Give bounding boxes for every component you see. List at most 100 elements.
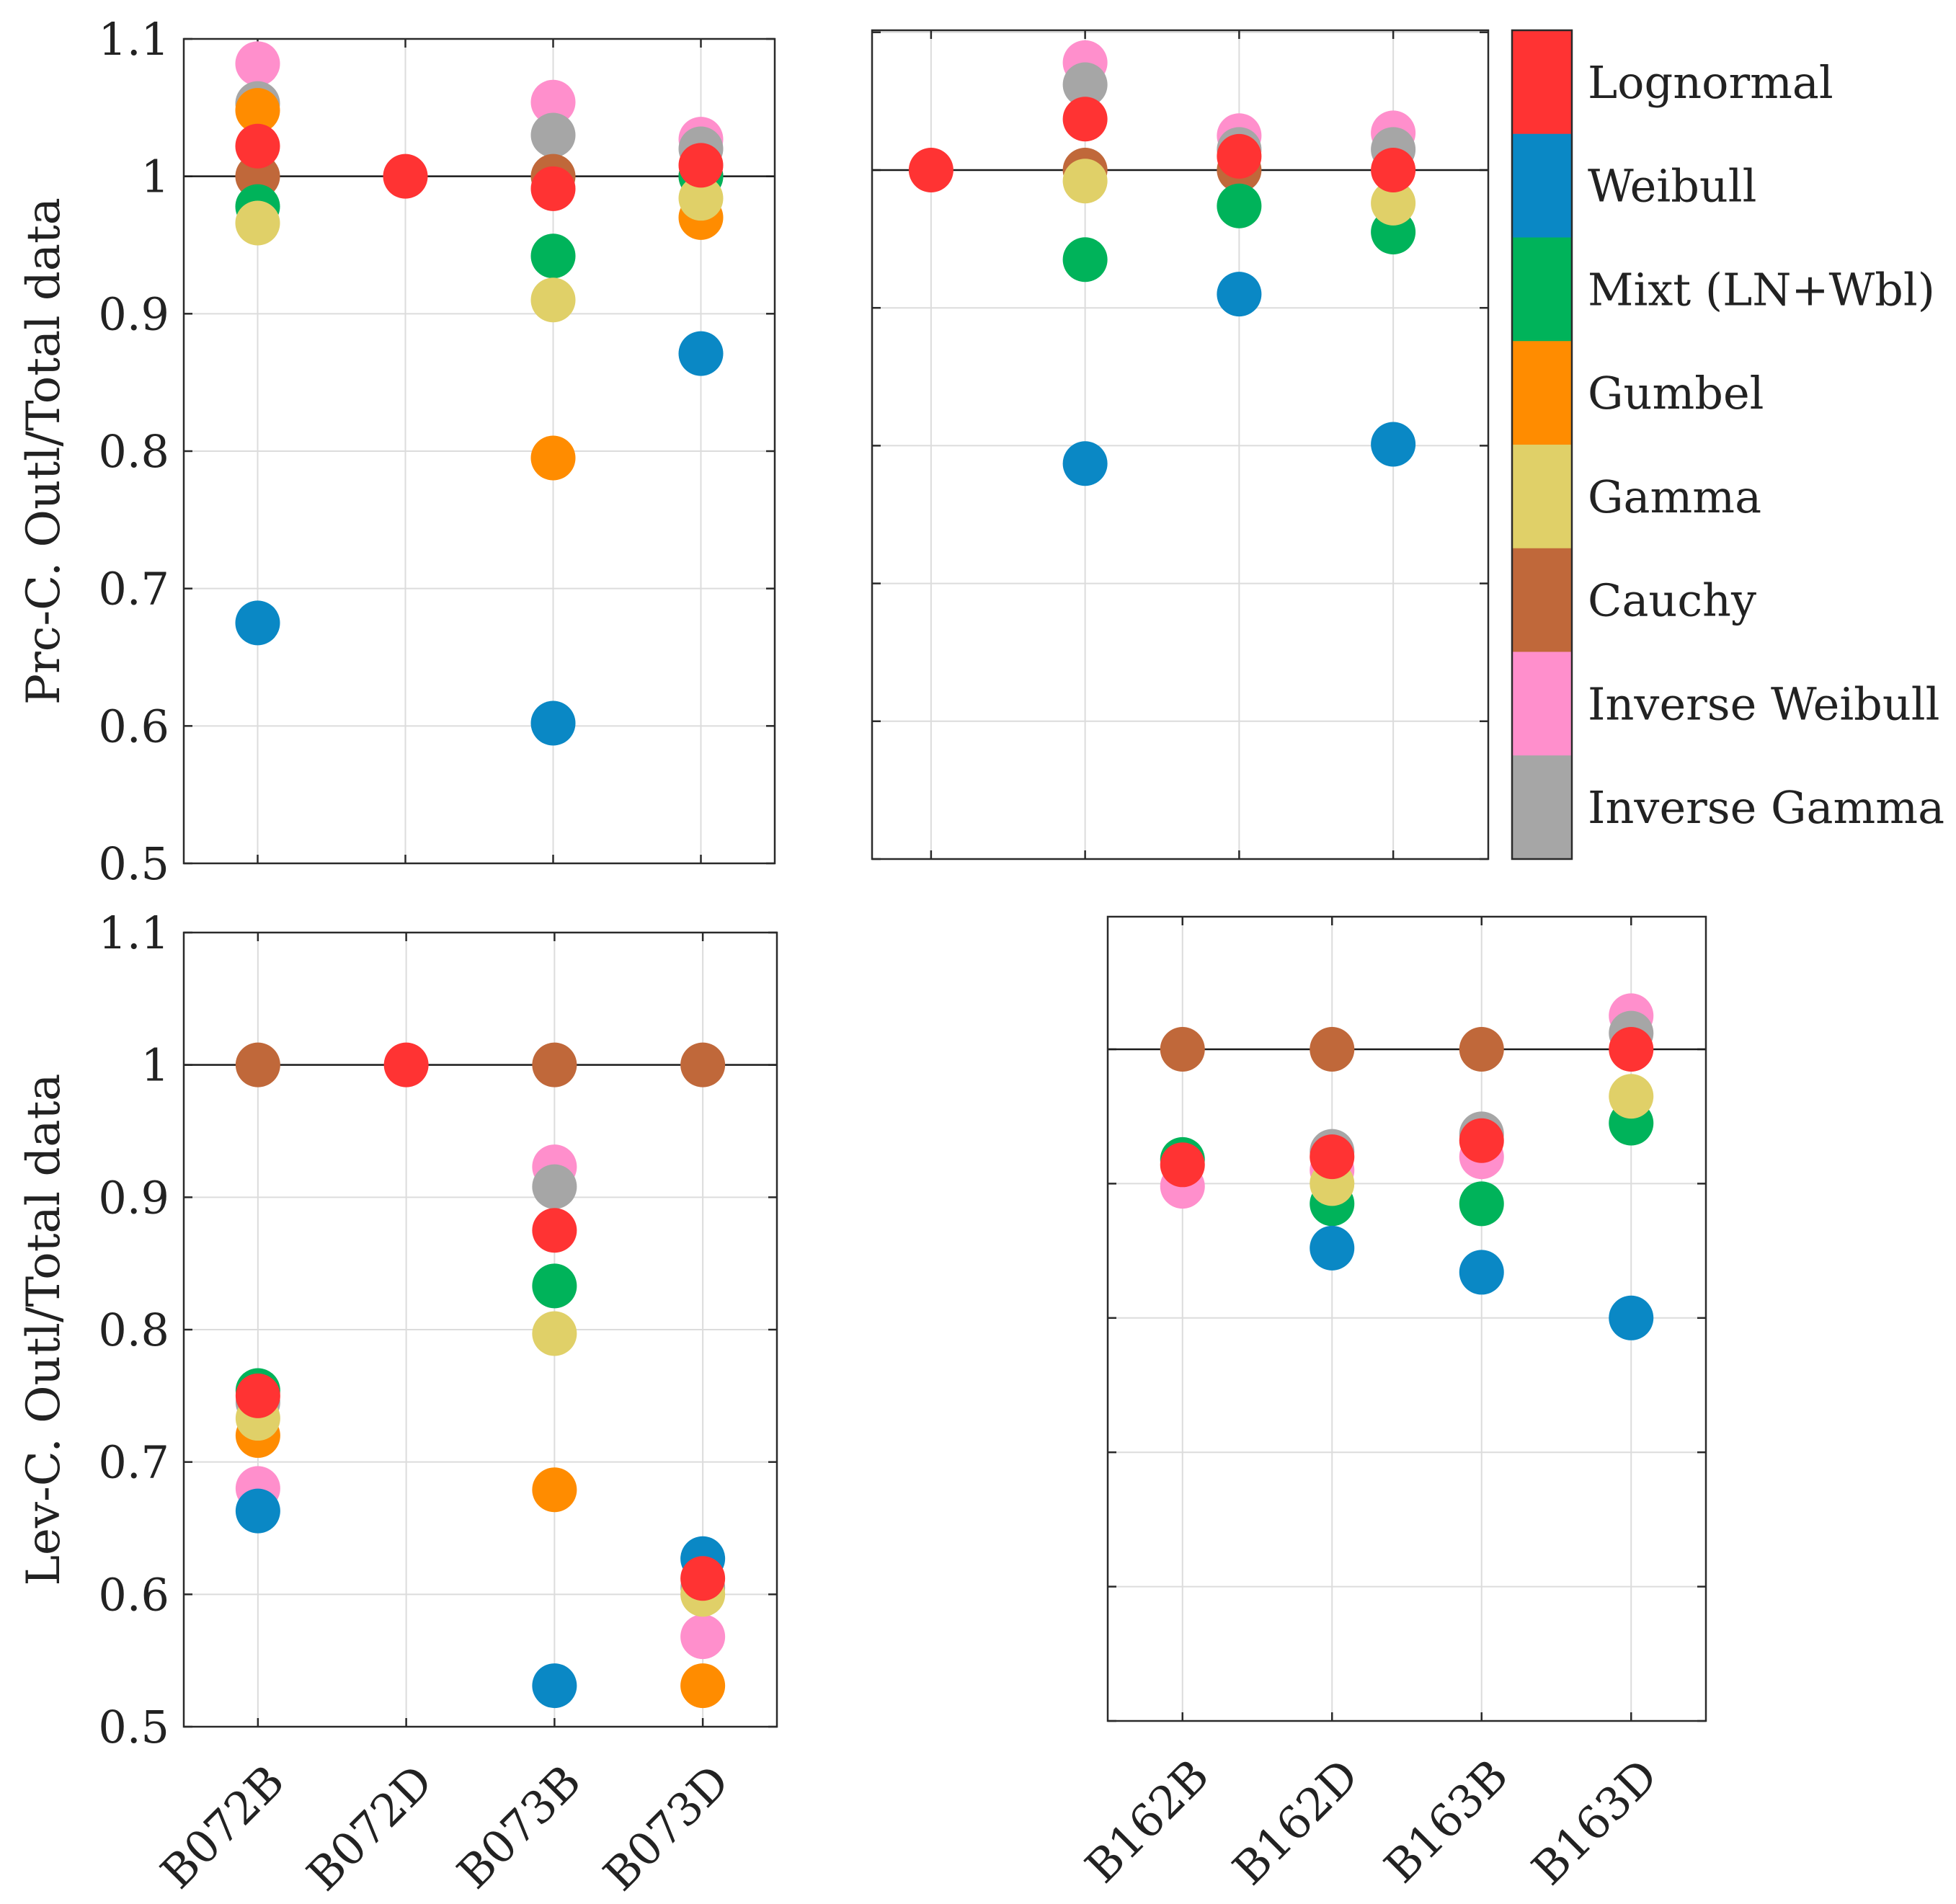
- point-gamma-b072b: [235, 200, 280, 246]
- x-tick-label-b073d: B073D: [593, 1755, 739, 1901]
- data-points: [1160, 993, 1654, 1340]
- legend-swatch-inverse-weibull: [1512, 651, 1572, 756]
- y-axis-title: Lev-C. Outl/Total data: [17, 1074, 71, 1586]
- point-lognormal-b162d: [1062, 97, 1108, 142]
- point-gamma-b162d: [1062, 159, 1108, 204]
- y-tick-label: 0.9: [98, 288, 169, 340]
- point-inverse-gamma-b073b: [530, 112, 576, 158]
- panel-top-right: [871, 29, 1490, 860]
- legend-swatch-cauchy: [1512, 548, 1572, 652]
- point-weibull-b073b: [530, 700, 576, 746]
- panel-bottom-right: B162B B162D B163B B163D: [1075, 915, 1707, 1895]
- legend-swatch-gumbel: [1512, 341, 1572, 445]
- legend: Lognormal Weibull Mixt (LN+Wbl) Gumbel Gamma…: [1511, 29, 1944, 860]
- point-cauchy-b073d: [680, 1042, 726, 1087]
- y-tick-label: 0.5: [98, 837, 169, 890]
- legend-frame: [1511, 29, 1573, 860]
- y-tick-label: 0.7: [98, 563, 169, 615]
- y-tick-label: 0.8: [98, 1304, 169, 1356]
- legend-swatch-inverse-gamma: [1512, 755, 1572, 860]
- point-gumbel-b073b: [532, 1467, 577, 1513]
- point-mixt-ln-wbl-b073b: [532, 1263, 577, 1309]
- point-inverse-gamma-b073b: [532, 1164, 577, 1209]
- legend-label-gamma: Gamma: [1588, 471, 1761, 523]
- point-lognormal-b073d: [680, 1556, 726, 1601]
- point-gamma-b163d: [1609, 1074, 1654, 1119]
- point-lognormal-b072d: [383, 1042, 429, 1087]
- y-tick-label: 1.1: [98, 13, 169, 66]
- point-cauchy-b162d: [1310, 1027, 1355, 1072]
- point-gamma-b073d: [678, 176, 724, 221]
- panels: 0.5 0.6 0.7 0.8 0.9 1 1.1 Prc-C. Outl/Total dat…: [17, 13, 1707, 1901]
- point-lognormal-b073d: [678, 143, 724, 188]
- legend-label-mixt-ln-wbl: Mixt (LN+Wbl): [1588, 263, 1935, 316]
- legend-label-inverse-gamma: Inverse Gamma: [1588, 781, 1944, 834]
- legend-swatch-lognormal: [1512, 30, 1572, 135]
- y-tick-label: 0.9: [98, 1171, 169, 1224]
- legend-label-gumbel: Gumbel: [1588, 367, 1764, 419]
- legend-swatch-mixt-ln-wbl: [1512, 237, 1572, 342]
- point-gumbel-b073d: [680, 1663, 726, 1709]
- point-gamma-b073b: [532, 1311, 577, 1356]
- point-lognormal-b162d: [1310, 1134, 1355, 1180]
- point-weibull-b073b: [532, 1663, 577, 1709]
- point-lognormal-b162b: [1160, 1142, 1205, 1188]
- legend-label-lognormal: Lognormal: [1588, 56, 1833, 109]
- point-inverse-weibull-b072b: [235, 41, 280, 86]
- y-tick-label: 1: [141, 151, 169, 203]
- x-tick-label-b163d: B163D: [1521, 1749, 1668, 1895]
- y-tick-label: 0.8: [98, 425, 169, 478]
- point-mixt-ln-wbl-b163b: [1217, 183, 1262, 228]
- point-weibull-b072b: [235, 1488, 280, 1534]
- point-cauchy-b162b: [1160, 1027, 1205, 1072]
- point-lognormal-b073b: [532, 1208, 577, 1253]
- point-weibull-b073d: [678, 331, 724, 376]
- point-weibull-b162d: [1062, 441, 1108, 486]
- point-lognormal-b163d: [1609, 1027, 1654, 1072]
- point-gumbel-b072b: [235, 88, 280, 133]
- point-lognormal-b072d: [383, 154, 428, 199]
- point-weibull-b163d: [1609, 1295, 1654, 1340]
- axes-frame: [871, 29, 1490, 860]
- point-cauchy-b073b: [532, 1042, 577, 1087]
- axes-frame: [182, 931, 778, 1728]
- x-tick-label-b072d: B072D: [297, 1755, 443, 1901]
- x-tick-label-b162b: B162B: [1075, 1749, 1219, 1893]
- point-inverse-weibull-b073b: [530, 79, 576, 125]
- y-tick-label: 0.6: [98, 1568, 169, 1621]
- point-lognormal-b073b: [530, 166, 576, 211]
- point-weibull-b163d: [1371, 422, 1416, 467]
- x-tick-label-b162d: B162D: [1222, 1749, 1369, 1895]
- point-lognormal-b162b: [908, 148, 953, 192]
- y-tick-label: 0.6: [98, 700, 169, 752]
- point-lognormal-b072b: [235, 123, 280, 169]
- legend-swatch-gamma: [1512, 445, 1572, 549]
- y-tick-label: 1.1: [98, 907, 169, 959]
- y-tick-label: 0.7: [98, 1436, 169, 1489]
- point-cauchy-b163b: [1459, 1027, 1504, 1072]
- point-gumbel-b073b: [530, 435, 576, 481]
- point-mixt-ln-wbl-b162d: [1062, 237, 1108, 283]
- point-weibull-b163b: [1217, 272, 1262, 317]
- point-gamma-b163d: [1371, 180, 1416, 226]
- legend-label-inverse-weibull: Inverse Weibull: [1588, 677, 1939, 730]
- point-weibull-b163b: [1459, 1250, 1504, 1295]
- panel-top-left: 0.5 0.6 0.7 0.8 0.9 1 1.1 Prc-C. Outl/Total dat…: [17, 13, 776, 890]
- point-mixt-ln-wbl-b163b: [1459, 1181, 1504, 1227]
- point-inverse-weibull-b073d: [680, 1614, 726, 1660]
- point-lognormal-b163d: [1371, 148, 1416, 192]
- point-weibull-b162d: [1310, 1225, 1355, 1271]
- y-tick-label: 0.5: [98, 1701, 169, 1753]
- point-mixt-ln-wbl-b073b: [530, 233, 576, 279]
- x-tick-label-b073b: B073B: [447, 1755, 591, 1899]
- point-lognormal-b163b: [1217, 133, 1262, 179]
- point-cauchy-b072b: [235, 1042, 280, 1087]
- x-tick-label-b072b: B072B: [151, 1755, 295, 1899]
- point-inverse-gamma-b162d: [1062, 62, 1108, 107]
- data-points: [235, 41, 724, 746]
- data-points: [235, 1042, 726, 1709]
- point-lognormal-b163b: [1459, 1118, 1504, 1163]
- y-tick-label: 1: [141, 1039, 169, 1092]
- axes-frame: [1106, 915, 1707, 1722]
